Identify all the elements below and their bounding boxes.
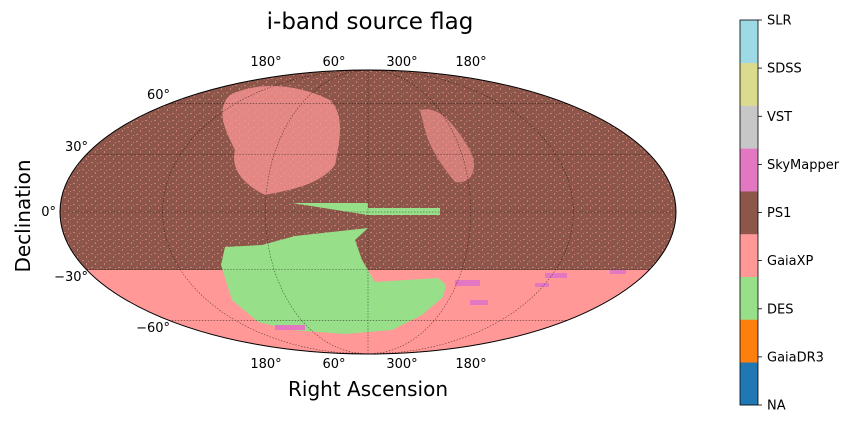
x-tick-top-label: 180° xyxy=(455,55,486,70)
colorbar-swatch xyxy=(740,319,758,363)
x-tick-bottom-label: 180° xyxy=(250,357,281,372)
skymapper-patches xyxy=(275,270,626,330)
skymapper-patch xyxy=(275,325,305,330)
colorbar-label: GaiaDR3 xyxy=(767,350,824,365)
x-ticks-top: 180° 60° 300° 180° xyxy=(250,55,486,70)
y-tick-label: 30° xyxy=(65,140,88,155)
x-tick-top-label: 300° xyxy=(386,55,417,70)
meridian-line xyxy=(367,70,471,354)
colorbar-label: GaiaXP xyxy=(767,254,814,269)
colorbar-swatch xyxy=(740,62,758,106)
skymapper-patch xyxy=(470,300,488,305)
x-ticks-bottom: 180° 60° 300° 180° xyxy=(250,357,486,372)
colorbar-label: VST xyxy=(767,110,792,125)
colorbar-label: SLR xyxy=(767,14,792,29)
gaiaxp-patch-north xyxy=(222,85,340,195)
meridian-line xyxy=(367,70,574,354)
skymapper-patch xyxy=(545,273,567,278)
colorbar-swatch xyxy=(740,276,758,320)
y-axis-label: Declination xyxy=(11,159,35,272)
colorbar-swatch xyxy=(740,20,758,64)
x-tick-bottom-label: 180° xyxy=(455,357,486,372)
skymapper-patch xyxy=(610,270,626,274)
y-ticks: 60° 30° 0° −30° −60° xyxy=(41,88,170,336)
y-tick-label: −30° xyxy=(54,270,88,285)
y-tick-label: −60° xyxy=(136,321,170,336)
des-footprint xyxy=(221,203,446,334)
graticule xyxy=(60,70,676,354)
gaiaxp-patch-northeast xyxy=(420,109,475,183)
colorbar-frame xyxy=(739,19,759,406)
skymapper-patch xyxy=(455,280,480,286)
colorbar: NA GaiaDR3 DES GaiaXP PS1 SkyMapper VST SDSS SLR xyxy=(740,14,840,414)
x-tick-top-label: 180° xyxy=(250,55,281,70)
colorbar-label: SkyMapper xyxy=(767,158,840,173)
chart-title: i-band source flag xyxy=(267,9,474,35)
y-tick-label: 60° xyxy=(147,88,170,103)
colorbar-label: NA xyxy=(767,399,786,414)
x-axis-label: Right Ascension xyxy=(288,377,448,401)
x-tick-bottom-label: 60° xyxy=(322,357,345,372)
colorbar-swatch xyxy=(740,362,758,406)
map-frame xyxy=(59,69,677,355)
colorbar-swatch xyxy=(740,191,758,235)
colorbar-label: PS1 xyxy=(767,206,791,221)
colorbar-swatch xyxy=(740,148,758,192)
x-tick-top-label: 60° xyxy=(322,55,345,70)
colorbar-label: DES xyxy=(767,302,793,317)
colorbar-swatch xyxy=(740,105,758,149)
colorbar-label: SDSS xyxy=(767,62,802,77)
colorbar-swatch xyxy=(740,233,758,277)
y-tick-label: 0° xyxy=(41,205,56,220)
map-area xyxy=(60,70,676,354)
x-tick-bottom-label: 300° xyxy=(386,357,417,372)
skymapper-patch xyxy=(535,283,549,287)
